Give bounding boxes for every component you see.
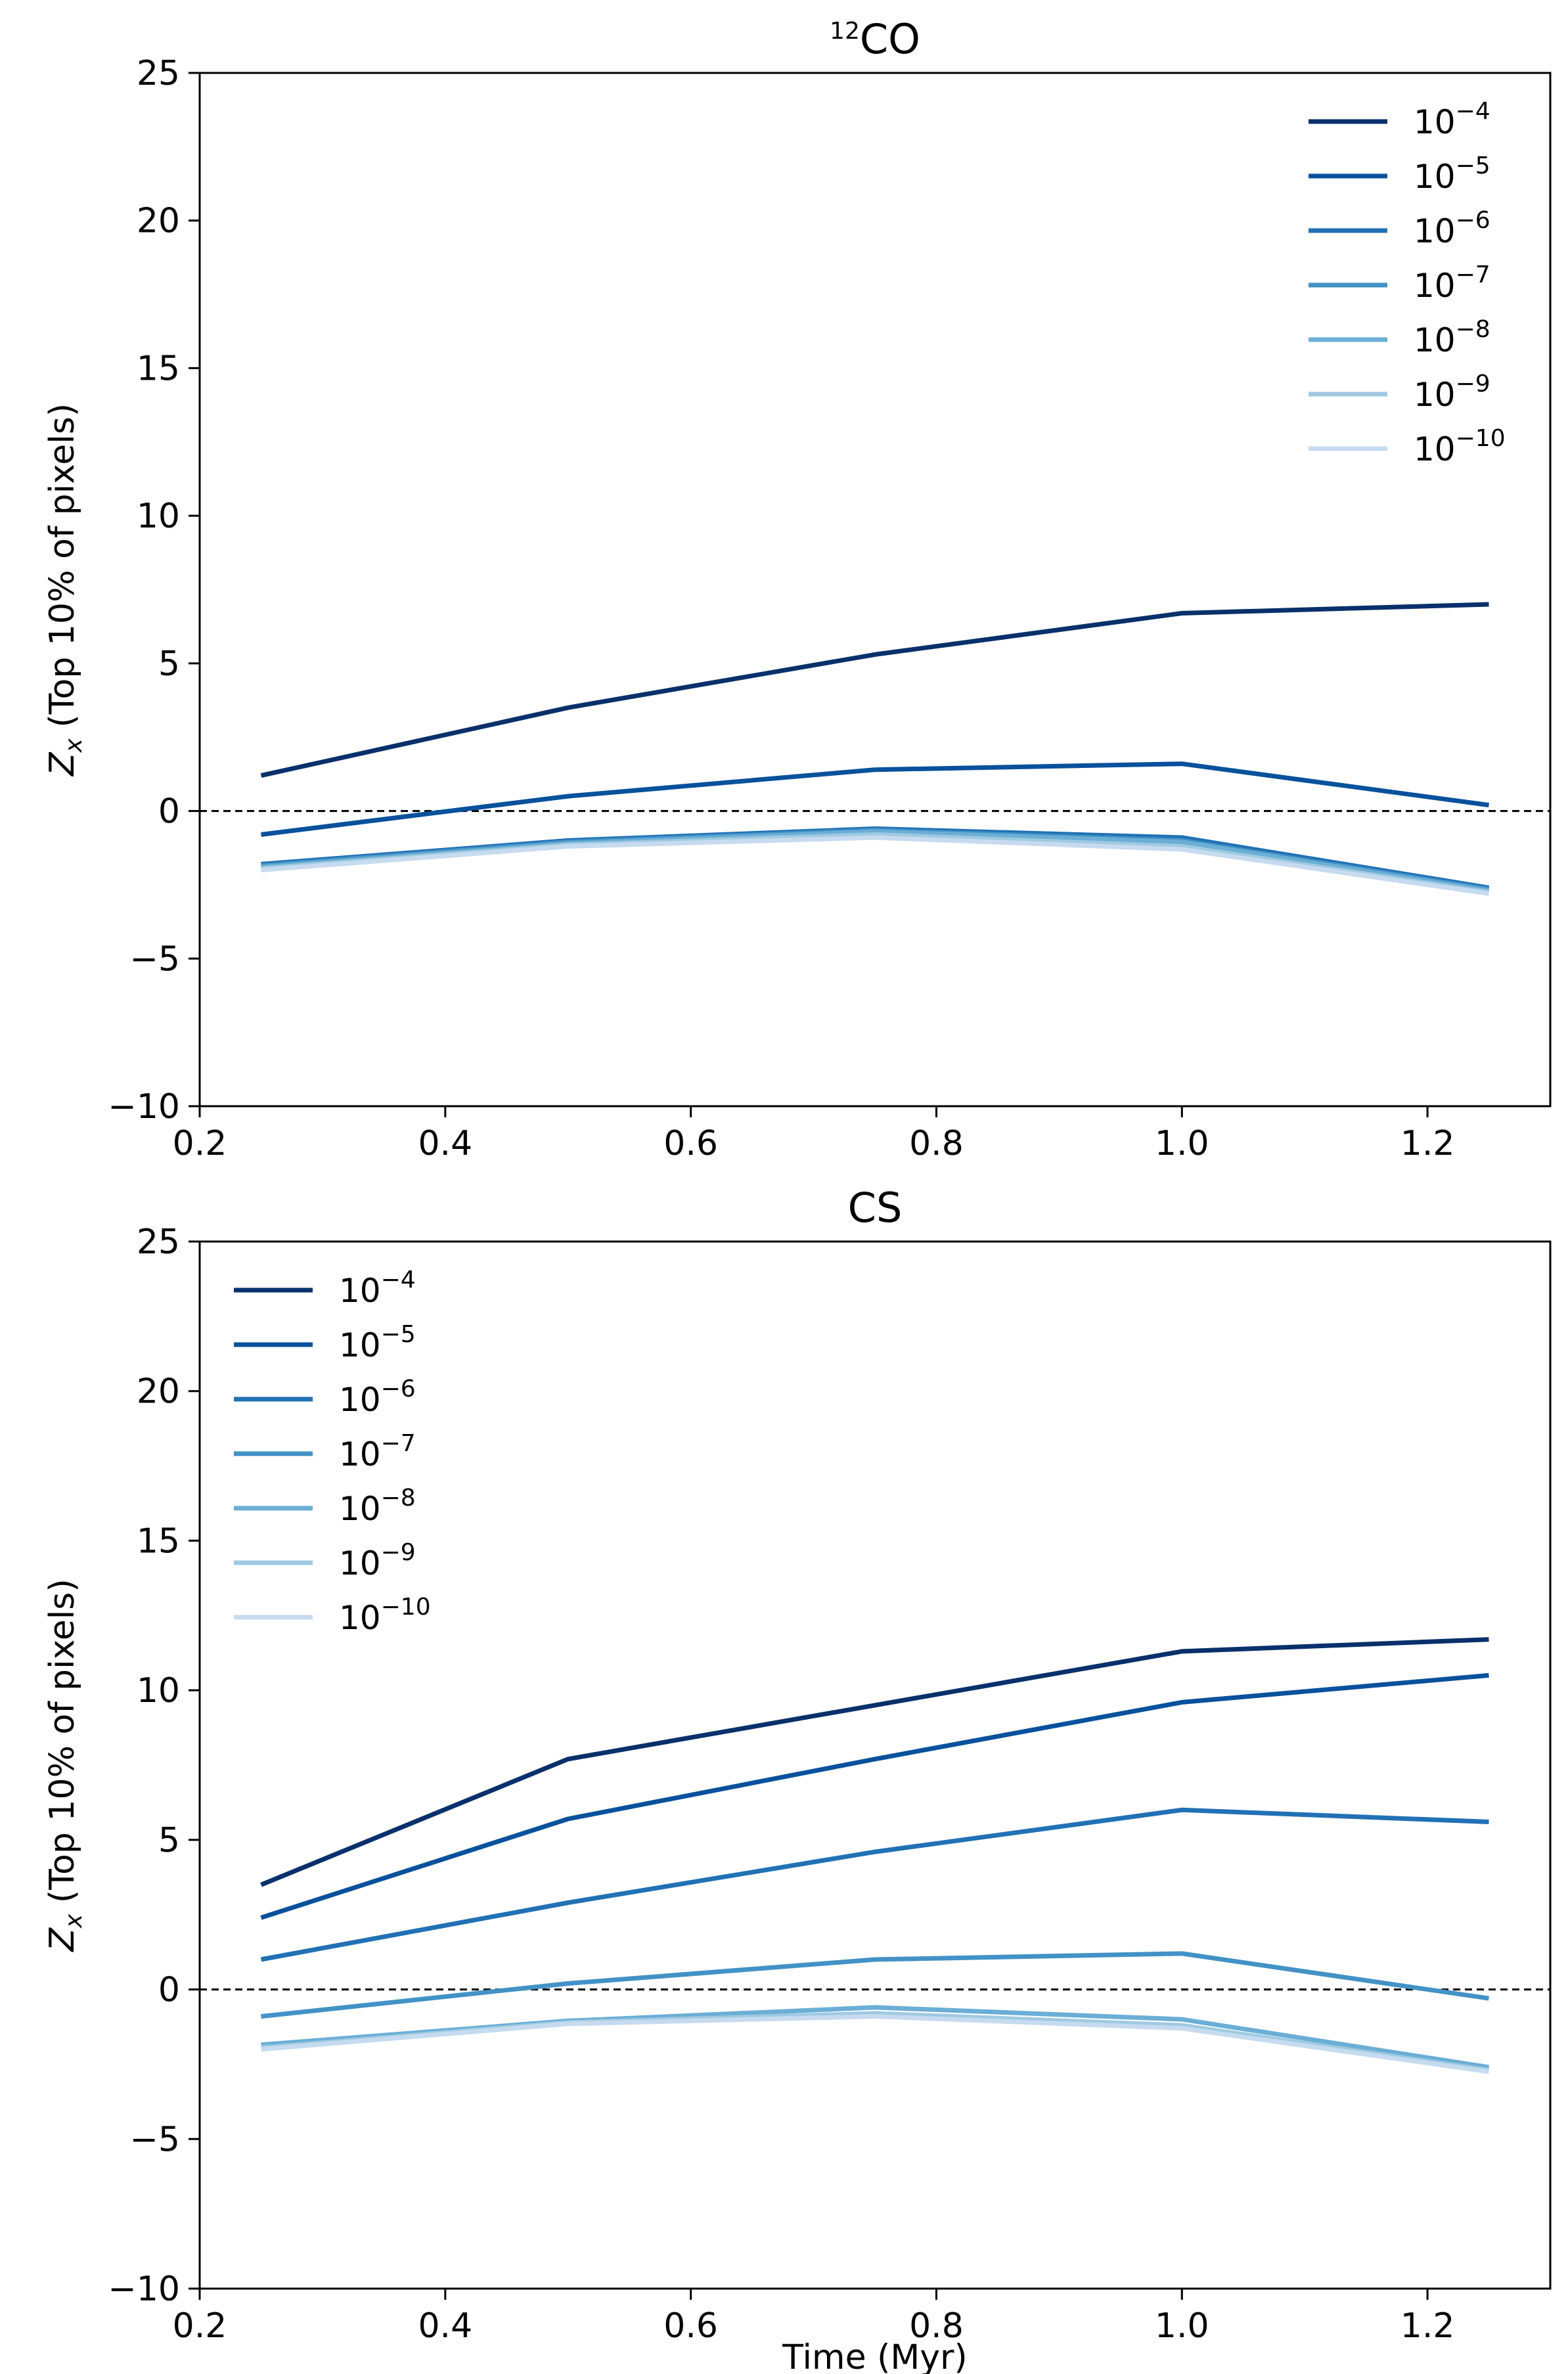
axes-frame bbox=[198, 72, 1552, 1108]
legend-label-exponent: −7 bbox=[1456, 261, 1490, 288]
x-tick-label: 0.8 bbox=[909, 1124, 964, 1163]
legend-label-0: 10−4 bbox=[339, 1266, 416, 1310]
legend-label-base: 10 bbox=[1414, 103, 1456, 141]
legend-label-2: 10−6 bbox=[1414, 207, 1490, 250]
series-line-2 bbox=[260, 1807, 1489, 1962]
legend-label-base: 10 bbox=[339, 1326, 381, 1364]
x-tick-label: 0.6 bbox=[663, 2306, 718, 2346]
legend-label-base: 10 bbox=[1414, 212, 1456, 250]
legend-label-2: 10−6 bbox=[339, 1376, 416, 1419]
legend-label-base: 10 bbox=[339, 1599, 381, 1637]
y-tick-label: 25 bbox=[137, 1222, 180, 1262]
legend-label-4: 10−8 bbox=[1414, 316, 1490, 359]
x-tick-label: 1.2 bbox=[1400, 2306, 1455, 2346]
legend-label-1: 10−5 bbox=[339, 1321, 416, 1364]
legend-label-exponent: −10 bbox=[381, 1594, 431, 1621]
legend-label-exponent: −9 bbox=[1456, 370, 1490, 397]
legend-label-0: 10−4 bbox=[1414, 98, 1490, 141]
legend-label-exponent: −6 bbox=[381, 1376, 416, 1402]
legend-label-3: 10−7 bbox=[1414, 261, 1490, 305]
legend-label-base: 10 bbox=[339, 1544, 381, 1582]
legend-label-exponent: −5 bbox=[381, 1321, 416, 1348]
legend-label-exponent: −5 bbox=[1456, 152, 1490, 179]
legend-label-3: 10−7 bbox=[339, 1430, 416, 1473]
y-tick-label: 0 bbox=[158, 1971, 180, 2010]
y-tick-label: 15 bbox=[137, 349, 180, 388]
legend-label-4: 10−8 bbox=[339, 1485, 416, 1528]
legend: 10−410−510−610−710−810−910−10 bbox=[1309, 98, 1506, 468]
y-axis-label-subscript: x bbox=[60, 1914, 87, 1929]
x-tick-label: 0.2 bbox=[173, 2306, 227, 2346]
legend-label-base: 10 bbox=[1414, 158, 1456, 196]
legend-label-exponent: −7 bbox=[381, 1430, 416, 1457]
x-axis-label: Time (Myr) bbox=[782, 2338, 967, 2374]
y-axis-label-text: (Top 10% of pixels) bbox=[43, 1579, 82, 1914]
series-line-3 bbox=[261, 1951, 1490, 2019]
legend-label-base: 10 bbox=[1414, 321, 1456, 359]
y-tick-label: −5 bbox=[129, 939, 180, 979]
legend-label-exponent: −8 bbox=[1456, 316, 1490, 343]
y-tick-label: −10 bbox=[108, 1087, 180, 1127]
x-tick-label: 0.4 bbox=[418, 1124, 472, 1163]
legend-label-base: 10 bbox=[339, 1435, 381, 1473]
chart-title-superscript: 12 bbox=[830, 18, 860, 45]
series-line-1 bbox=[260, 1672, 1489, 1920]
x-tick-label: 1.0 bbox=[1155, 1124, 1209, 1163]
legend-label-base: 10 bbox=[1414, 267, 1456, 305]
y-axis-label-symbol: Z bbox=[43, 751, 82, 777]
y-tick-label: 10 bbox=[137, 497, 180, 536]
legend-label-6: 10−10 bbox=[339, 1594, 431, 1637]
y-tick-label: 5 bbox=[158, 1821, 180, 1860]
legend-label-base: 10 bbox=[339, 1381, 381, 1419]
legend-label-exponent: −9 bbox=[381, 1539, 416, 1566]
legend-label-exponent: −4 bbox=[381, 1266, 416, 1293]
legend-label-1: 10−5 bbox=[1414, 152, 1490, 196]
y-tick-label: 5 bbox=[158, 644, 180, 684]
series-line-6 bbox=[261, 835, 1489, 896]
legend-label-exponent: −10 bbox=[1456, 425, 1506, 452]
x-tick-label: 1.0 bbox=[1155, 2306, 1209, 2346]
y-tick-label: 0 bbox=[158, 792, 180, 832]
y-axis-label-symbol: Z bbox=[43, 1927, 82, 1953]
legend-label-base: 10 bbox=[339, 1272, 381, 1310]
y-tick-label: 20 bbox=[137, 202, 180, 241]
legend-label-5: 10−9 bbox=[339, 1539, 416, 1582]
x-tick-label: 0.4 bbox=[418, 2306, 472, 2346]
series-line-0 bbox=[260, 1637, 1489, 1887]
y-tick-label: −10 bbox=[108, 2270, 180, 2309]
y-axis-label: Zx (Top 10% of pixels) bbox=[43, 1579, 87, 1952]
series-line-0 bbox=[260, 602, 1489, 778]
x-tick-label: 1.2 bbox=[1400, 1124, 1455, 1163]
y-tick-label: 20 bbox=[137, 1372, 180, 1412]
chart-title: CS bbox=[848, 1184, 903, 1232]
y-tick-label: 10 bbox=[137, 1671, 180, 1711]
x-tick-label: 0.2 bbox=[173, 1124, 227, 1163]
panel-12co: 12CO 0.2 0.4 0.6 0.8 1.0 1.2 −10 −5 0 5 10 15 20 25 Zx … bbox=[43, 15, 1552, 1163]
series-line-1 bbox=[261, 761, 1489, 837]
y-axis-label: Zx (Top 10% of pixels) bbox=[43, 403, 87, 777]
x-tick-label: 0.8 bbox=[909, 2306, 964, 2346]
legend-label-base: 10 bbox=[1414, 376, 1456, 414]
y-axis-label-subscript: x bbox=[60, 738, 87, 753]
y-axis-label-text: (Top 10% of pixels) bbox=[43, 403, 82, 738]
legend-label-exponent: −8 bbox=[381, 1485, 416, 1512]
y-tick-label: −5 bbox=[129, 2120, 180, 2159]
legend-label-6: 10−10 bbox=[1414, 425, 1506, 468]
legend-label-exponent: −6 bbox=[1456, 207, 1490, 234]
y-tick-label: 25 bbox=[137, 54, 180, 93]
legend-label-base: 10 bbox=[339, 1490, 381, 1528]
axes-frame bbox=[198, 1240, 1552, 2290]
panel-cs: CS 0.2 0.4 0.6 0.8 1.0 1.2 −10 −5 0 5 10 15 20 25 Zx (T… bbox=[43, 1184, 1552, 2374]
legend-label-5: 10−9 bbox=[1414, 370, 1490, 414]
series-line-6 bbox=[261, 2014, 1489, 2074]
y-tick-label: 15 bbox=[137, 1521, 180, 1561]
x-tick-label: 0.6 bbox=[663, 1124, 718, 1163]
legend-label-exponent: −4 bbox=[1456, 98, 1490, 125]
chart-title-main: CO bbox=[860, 15, 920, 63]
legend-label-base: 10 bbox=[1414, 430, 1456, 468]
legend: 10−410−510−610−710−810−910−10 bbox=[234, 1266, 431, 1637]
chart-title: 12CO bbox=[830, 15, 920, 63]
